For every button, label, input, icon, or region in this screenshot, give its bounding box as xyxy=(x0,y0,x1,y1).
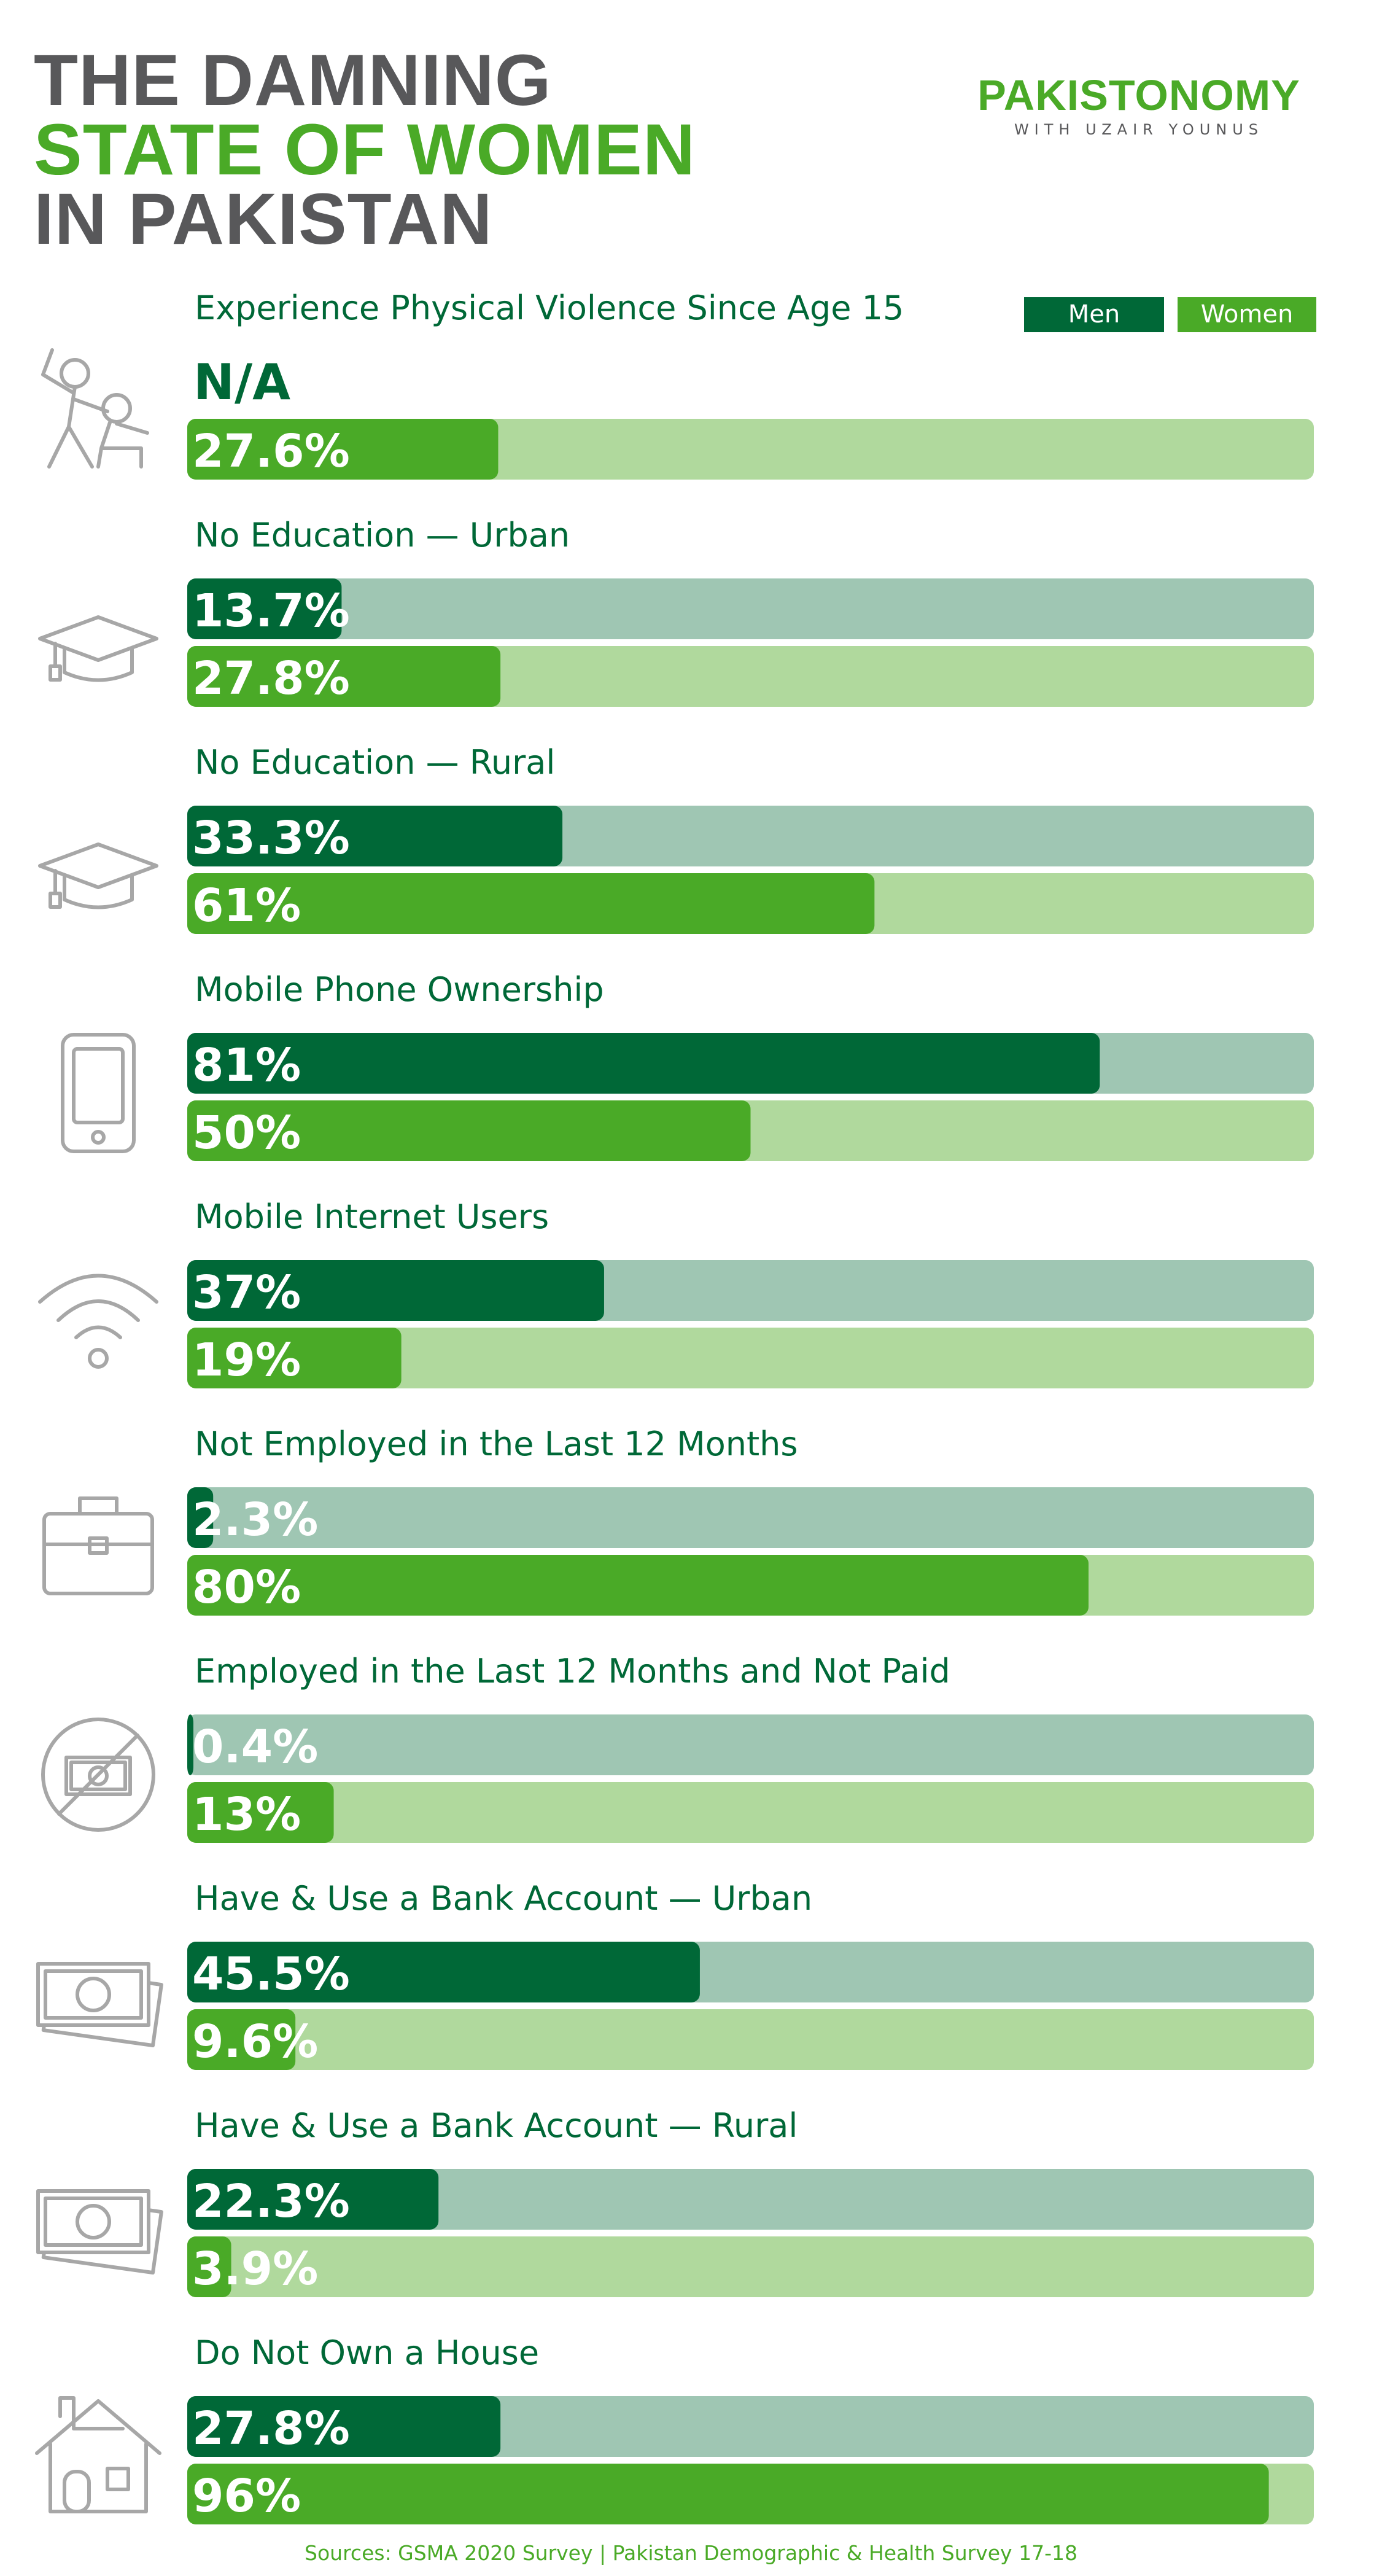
title-line-3: IN PAKISTAN xyxy=(34,179,493,260)
men-bar xyxy=(187,2396,501,2457)
women-bar xyxy=(187,1782,334,1843)
men-bar xyxy=(187,1487,214,1548)
women-bar xyxy=(187,419,499,480)
wifi-icon xyxy=(38,1274,158,1369)
men-bar xyxy=(187,2169,439,2230)
source-note: Sources: GSMA 2020 Survey | Pakistan Dem… xyxy=(305,2541,1077,2565)
men-bar-track xyxy=(187,1487,1314,1548)
violence-icon xyxy=(41,348,149,469)
chart-legend: Men Women xyxy=(1024,297,1316,332)
no-money-icon xyxy=(41,1718,155,1832)
men-bar xyxy=(187,1260,604,1321)
legend-women: Women xyxy=(1178,297,1316,332)
banknote-icon xyxy=(36,2189,163,2275)
women-bar xyxy=(187,873,875,934)
men-bar xyxy=(187,1033,1100,1094)
men-value-label: 22.3% xyxy=(192,2175,350,2228)
brand-tagline: WITH UZAIR YOUNUS xyxy=(1014,121,1264,138)
women-bar xyxy=(187,1100,751,1161)
category-label: Experience Physical Violence Since Age 1… xyxy=(195,289,904,327)
women-value-label: 3.9% xyxy=(192,2243,318,2295)
women-value-label: 9.6% xyxy=(192,2015,318,2068)
men-value-label: 13.7% xyxy=(192,585,350,637)
category-label: Mobile Phone Ownership xyxy=(195,970,604,1009)
men-bar-track xyxy=(187,1714,1314,1775)
women-value-label: 50% xyxy=(192,1107,301,1159)
men-bar xyxy=(187,806,563,866)
graduation-cap-icon xyxy=(38,615,158,682)
mobile-phone-icon xyxy=(61,1033,136,1153)
women-bar xyxy=(187,2236,231,2297)
women-value-label: 80% xyxy=(192,1561,301,1614)
men-bar-track xyxy=(187,2169,1314,2230)
men-value-label: 37% xyxy=(192,1266,301,1319)
women-value-label: 27.8% xyxy=(192,652,350,705)
graduation-cap-icon xyxy=(38,842,158,909)
women-value-label: 13% xyxy=(192,1788,301,1841)
men-bar-track xyxy=(187,578,1314,639)
men-na-label: N/A xyxy=(193,354,290,411)
men-value-label: 27.8% xyxy=(192,2402,350,2455)
women-bar xyxy=(187,1328,402,1388)
title-line-2: STATE OF WOMEN xyxy=(34,109,696,190)
category-label: Have & Use a Bank Account — Rural xyxy=(195,2106,798,2145)
women-value-label: 19% xyxy=(192,1334,301,1387)
women-bar xyxy=(187,2009,296,2070)
brand-name: PAKISTONOMY xyxy=(977,71,1300,119)
women-bar-track xyxy=(187,1328,1314,1388)
men-bar xyxy=(187,578,342,639)
women-bar-track xyxy=(187,2236,1314,2297)
women-bar-track xyxy=(187,1782,1314,1843)
category-label: Have & Use a Bank Account — Urban xyxy=(195,1879,812,1918)
men-bar xyxy=(187,1942,700,2002)
banknote-icon xyxy=(36,1962,163,2048)
brand-logo: PAKISTONOMY WITH UZAIR YOUNUS xyxy=(945,71,1332,138)
women-bar xyxy=(187,1555,1089,1616)
category-label: No Education — Urban xyxy=(195,516,570,555)
category-label: Not Employed in the Last 12 Months xyxy=(195,1425,798,1463)
category-label: No Education — Rural xyxy=(195,743,555,782)
men-bar xyxy=(187,1714,193,1775)
house-icon xyxy=(35,2396,161,2513)
category-label: Do Not Own a House xyxy=(195,2333,539,2372)
legend-men: Men xyxy=(1024,297,1164,332)
men-value-label: 33.3% xyxy=(192,812,350,865)
women-bar xyxy=(187,2464,1269,2524)
title-line-1: THE DAMNING xyxy=(34,40,552,121)
women-bar-track xyxy=(187,2009,1314,2070)
men-value-label: 81% xyxy=(192,1039,301,1092)
men-value-label: 0.4% xyxy=(192,1721,318,1773)
men-value-label: 45.5% xyxy=(192,1948,350,2001)
women-value-label: 96% xyxy=(192,2470,301,2523)
category-label: Employed in the Last 12 Months and Not P… xyxy=(195,1652,950,1691)
page-title: THE DAMNING STATE OF WOMEN IN PAKISTAN xyxy=(34,40,696,260)
women-value-label: 27.6% xyxy=(192,425,350,478)
women-value-label: 61% xyxy=(192,879,301,932)
briefcase-icon xyxy=(42,1496,154,1595)
women-bar xyxy=(187,646,501,707)
men-value-label: 2.3% xyxy=(192,1493,318,1546)
category-label: Mobile Internet Users xyxy=(195,1197,549,1236)
